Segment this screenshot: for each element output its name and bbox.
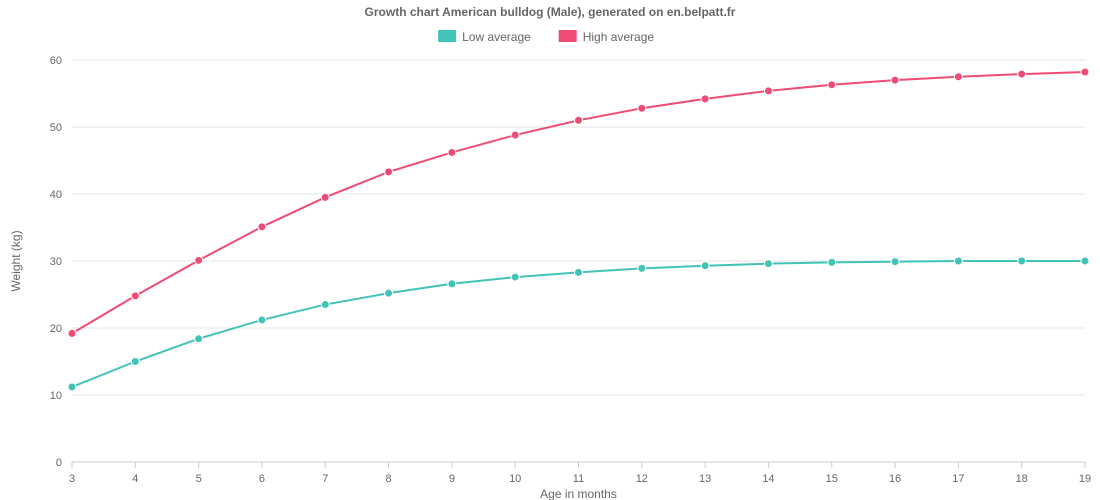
- y-tick-label: 40: [50, 189, 62, 201]
- x-tick-label: 10: [509, 473, 521, 485]
- data-point: [891, 258, 899, 266]
- data-point: [638, 264, 646, 272]
- data-point: [828, 81, 836, 89]
- x-tick-label: 19: [1079, 473, 1091, 485]
- data-point: [701, 262, 709, 270]
- y-axis-ticks: 0 10 20 30 40 50 60: [50, 55, 62, 469]
- x-tick-label: 4: [132, 473, 138, 485]
- data-point: [448, 280, 456, 288]
- x-tick-label: 14: [762, 473, 774, 485]
- data-point: [1081, 257, 1089, 265]
- plot-area: 0 10 20 30 40 50 60 3 4 5 6 7 8 9 10 11 12 13 14 15 16 17 18 1…: [50, 55, 1091, 485]
- data-point: [1018, 257, 1026, 265]
- data-point: [511, 131, 519, 139]
- x-tick-label: 15: [826, 473, 838, 485]
- legend-swatch: [559, 30, 577, 42]
- data-point: [575, 116, 583, 124]
- data-point: [764, 87, 772, 95]
- y-tick-label: 60: [50, 55, 62, 67]
- x-tick-label: 9: [449, 473, 455, 485]
- data-point: [575, 268, 583, 276]
- data-point: [385, 289, 393, 297]
- data-point: [511, 273, 519, 281]
- data-point: [954, 73, 962, 81]
- data-point: [195, 256, 203, 264]
- data-point: [638, 104, 646, 112]
- y-axis-label: Weight (kg): [9, 230, 23, 291]
- x-tick-label: 7: [322, 473, 328, 485]
- data-point: [258, 223, 266, 231]
- legend-label: High average: [583, 30, 655, 44]
- data-point: [195, 335, 203, 343]
- y-tick-label: 20: [50, 323, 62, 335]
- chart-svg: Growth chart American bulldog (Male), ge…: [0, 0, 1100, 500]
- x-tick-label: 18: [1016, 473, 1028, 485]
- data-point: [321, 193, 329, 201]
- x-tick-label: 17: [952, 473, 964, 485]
- x-tick-label: 3: [69, 473, 75, 485]
- data-point: [954, 257, 962, 265]
- data-point: [68, 329, 76, 337]
- x-tick-label: 5: [196, 473, 202, 485]
- legend-item: Low average: [438, 30, 531, 44]
- x-axis-ticks: 3 4 5 6 7 8 9 10 11 12 13 14 15 16 17 18 19: [69, 462, 1091, 485]
- x-tick-label: 6: [259, 473, 265, 485]
- growth-chart: Growth chart American bulldog (Male), ge…: [0, 0, 1100, 500]
- data-point: [828, 258, 836, 266]
- data-point: [1018, 70, 1026, 78]
- data-point: [701, 95, 709, 103]
- x-tick-label: 8: [386, 473, 392, 485]
- x-tick-label: 16: [889, 473, 901, 485]
- x-tick-label: 12: [636, 473, 648, 485]
- y-tick-label: 0: [56, 457, 62, 469]
- legend-label: Low average: [462, 30, 531, 44]
- data-point: [891, 76, 899, 84]
- data-point: [131, 358, 139, 366]
- data-point: [385, 168, 393, 176]
- data-point: [1081, 68, 1089, 76]
- data-point: [131, 292, 139, 300]
- x-tick-label: 11: [573, 473, 584, 485]
- legend: Low average High average: [438, 30, 654, 44]
- data-point: [448, 148, 456, 156]
- legend-swatch: [438, 30, 456, 42]
- y-tick-label: 30: [50, 256, 62, 268]
- x-tick-label: 13: [699, 473, 711, 485]
- data-point: [764, 260, 772, 268]
- chart-title: Growth chart American bulldog (Male), ge…: [365, 5, 736, 19]
- legend-item: High average: [559, 30, 655, 44]
- data-point: [258, 316, 266, 324]
- y-tick-label: 50: [50, 122, 62, 134]
- data-point: [321, 301, 329, 309]
- y-tick-label: 10: [50, 390, 62, 402]
- data-point: [68, 383, 76, 391]
- x-axis-label: Age in months: [540, 487, 617, 500]
